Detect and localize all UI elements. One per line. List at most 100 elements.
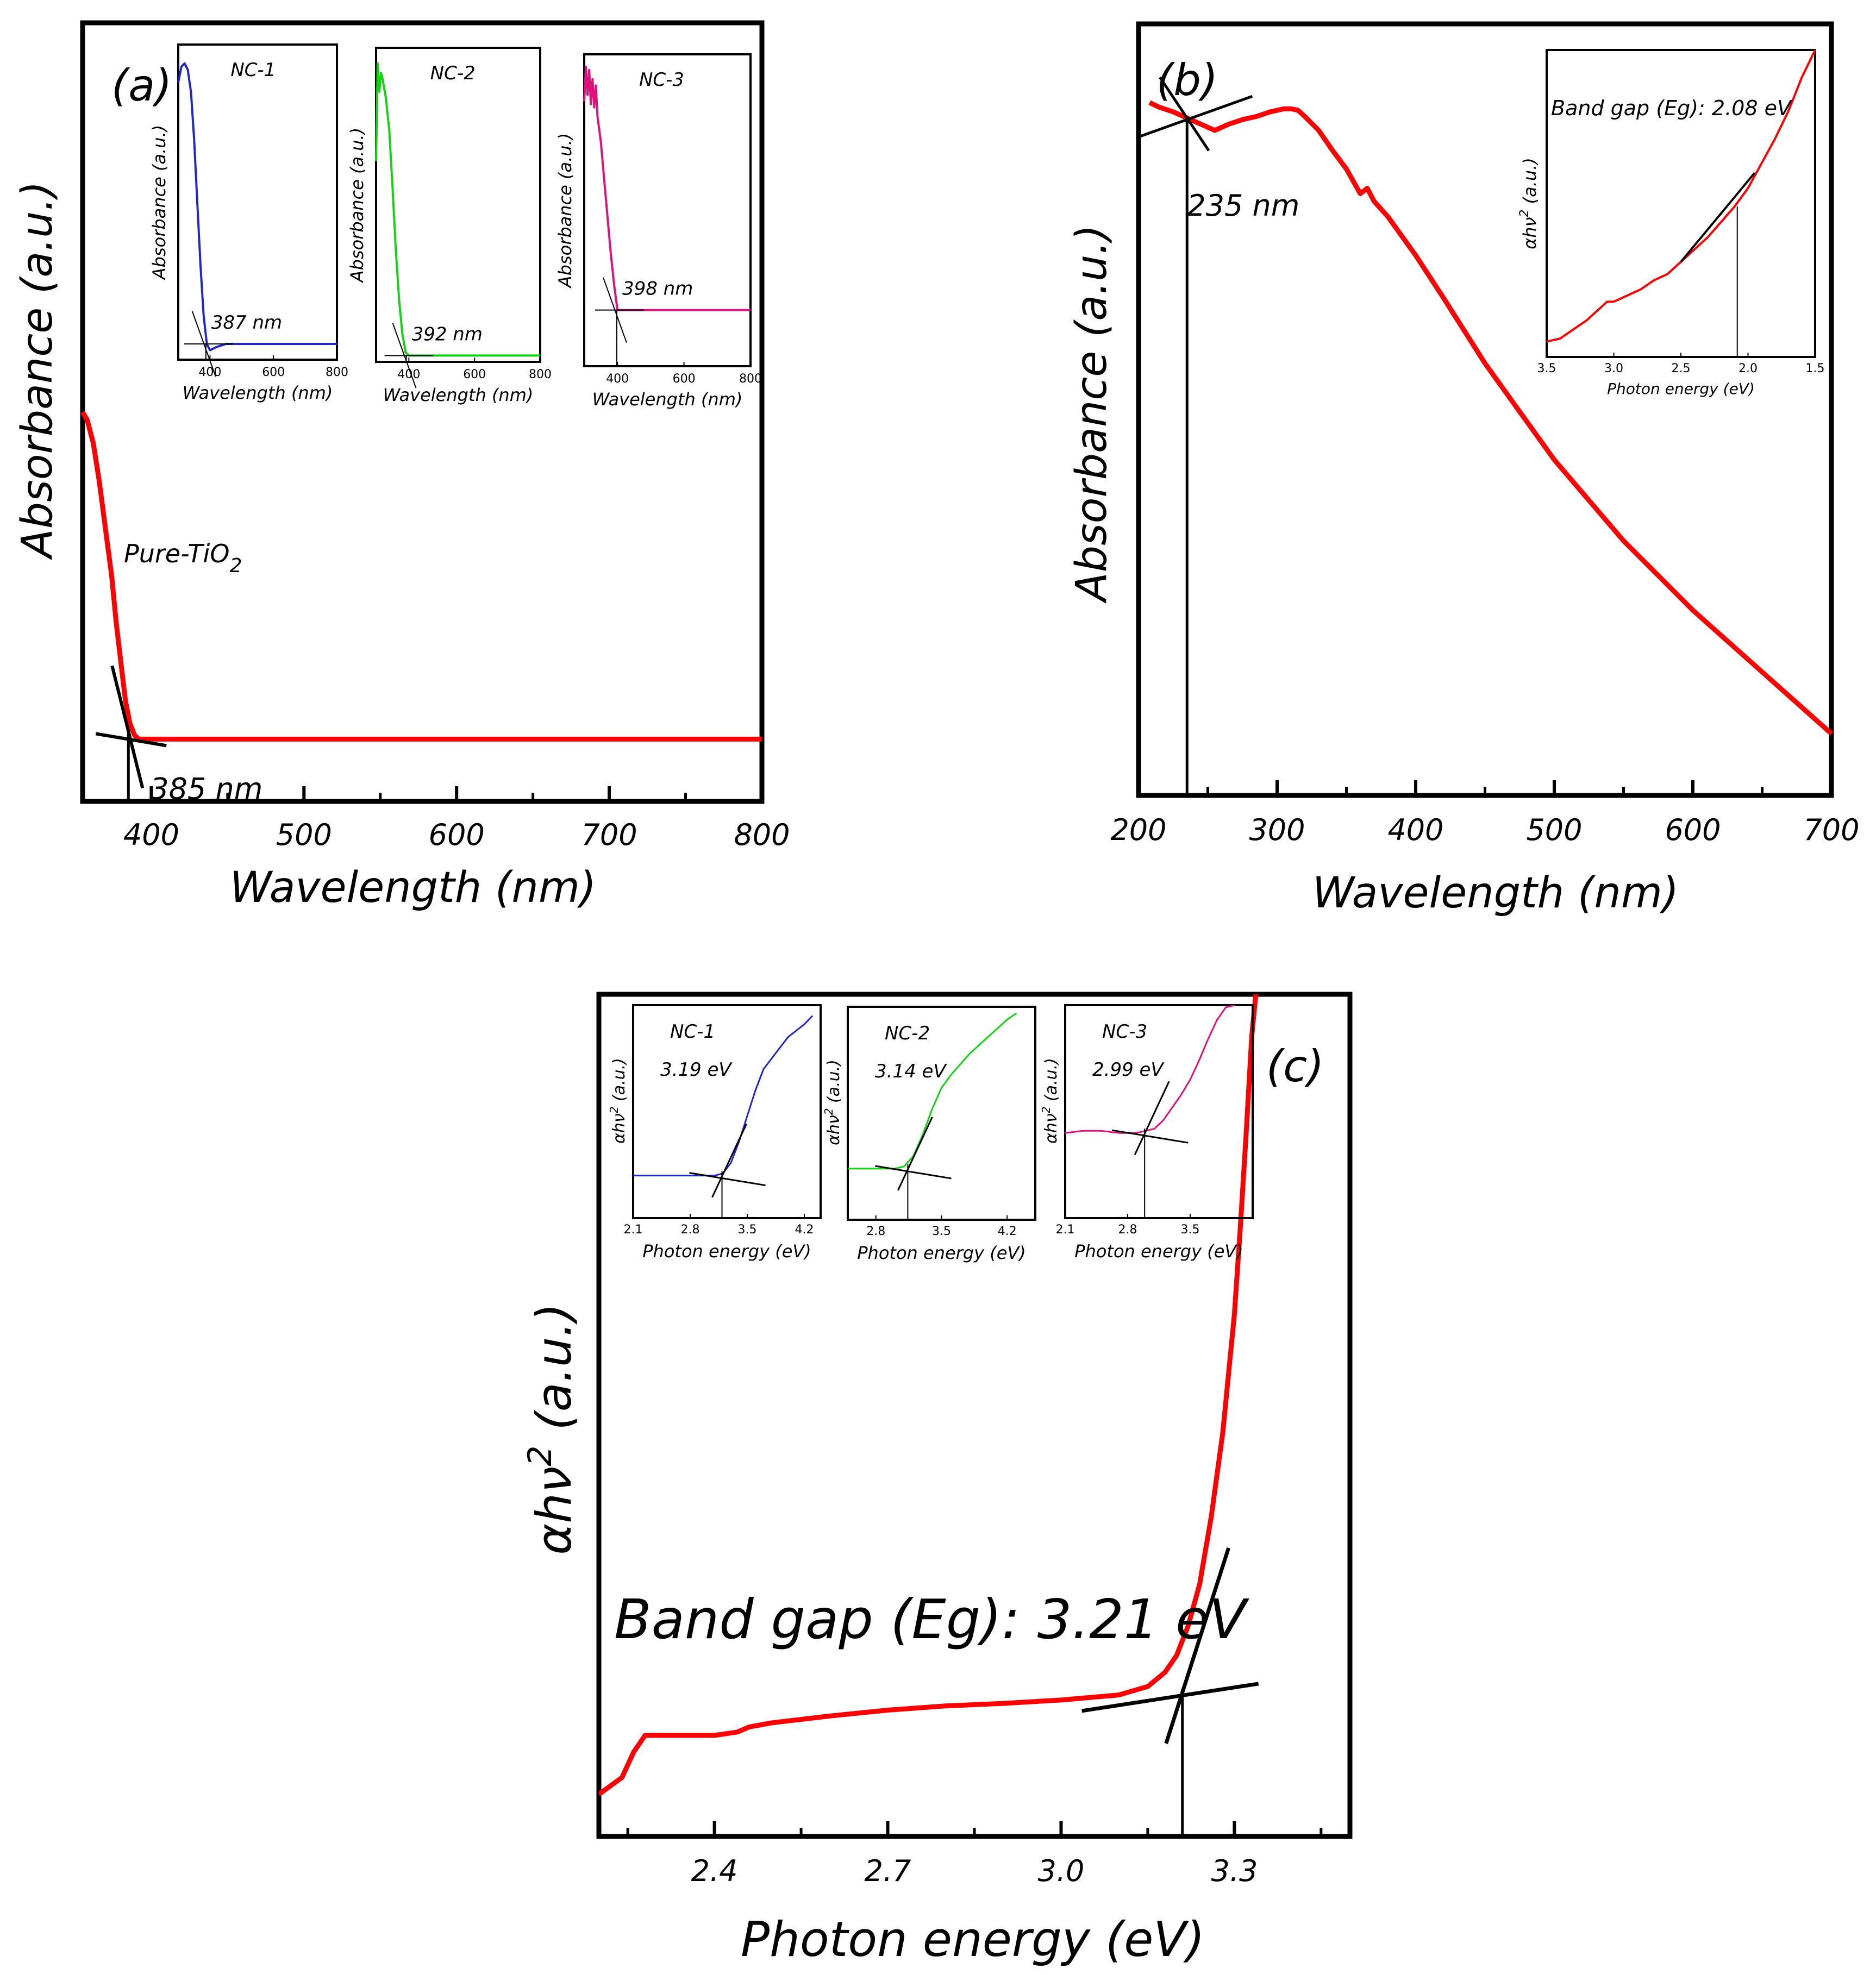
inset-tick-label: 1.5 — [1806, 362, 1825, 375]
inset-baseline-line — [1111, 1129, 1189, 1144]
inset-title: NC-2 — [430, 62, 476, 84]
inset-y-label: αhν2 (a.u.) — [822, 1059, 843, 1145]
inset-tangent-line — [1134, 1081, 1170, 1155]
inset-y-label-part: 2 — [1040, 1107, 1053, 1114]
inset-x-label: Wavelength (nm) — [592, 389, 743, 410]
panel-c-y-label-part: αhν — [526, 1466, 582, 1555]
inset-y-label-part: αhν — [1519, 217, 1540, 249]
inset-tick-label: 800 — [326, 366, 348, 379]
inset-edge-label: 398 nm — [622, 278, 693, 300]
panel-a-tick-label: 400 — [123, 818, 179, 852]
inset-y-label: αhν2 (a.u.) — [1040, 1058, 1061, 1144]
inset-x-label: Photon energy (eV) — [1607, 380, 1755, 398]
inset-edge-label: 392 nm — [412, 323, 483, 345]
sample-label-text: Pure-TiO — [124, 539, 229, 568]
inset-tick-label: 2.1 — [624, 1223, 643, 1237]
inset-tick-label: 3.0 — [1604, 362, 1623, 375]
panel-c-inset-frame-2 — [847, 1006, 1036, 1221]
inset-tangent-line — [897, 1117, 933, 1191]
panel-b-frame — [1136, 21, 1834, 798]
panel-a-inset-series-3 — [583, 66, 751, 311]
panel-b-tick-label: 700 — [1803, 813, 1859, 847]
panel-c-tangent-line — [1164, 1547, 1231, 1744]
panel-b-tick-label: 400 — [1387, 813, 1443, 847]
inset-y-label: Absorbance (a.u.) — [347, 128, 367, 283]
panel-a-inset-frame-2 — [375, 47, 541, 363]
inset-baseline-line — [875, 1165, 952, 1180]
inset-title: NC-1 — [230, 59, 276, 81]
panel-b-tick-label: 300 — [1249, 813, 1305, 847]
inset-y-label-part: αhν — [824, 1115, 843, 1145]
inset-x-label: Photon energy (eV) — [642, 1241, 811, 1262]
panel-b-tick-label: 500 — [1526, 813, 1582, 847]
inset-y-label: αhν2 (a.u.) — [1518, 158, 1540, 249]
panel-a-label: (a) — [111, 60, 172, 111]
inset-edge-label: 387 nm — [211, 312, 282, 334]
panel-a-baseline-line — [95, 732, 167, 748]
panel-c-inset-frame-1 — [632, 1004, 822, 1219]
inset-y-label: Absorbance (a.u.) — [149, 125, 170, 280]
panel-a-inset-frame-3 — [583, 53, 752, 367]
inset-x-label: Photon energy (eV) — [857, 1243, 1026, 1263]
inset-tangent-line — [1680, 172, 1756, 263]
inset-tick-label: 2.5 — [1672, 362, 1691, 375]
panel-b-x-label: Wavelength (nm) — [1312, 869, 1679, 918]
inset-y-label: Absorbance (a.u.) — [555, 133, 576, 289]
panel-c-inset-series-1 — [633, 1015, 814, 1177]
panel-a-inset-series-1 — [177, 62, 337, 352]
inset-annotation: 3.19 eV — [660, 1059, 733, 1081]
panel-c-y-label-part: 2 — [521, 1446, 559, 1466]
inset-tick-label: 400 — [198, 366, 221, 379]
panel-a-series — [80, 411, 762, 742]
panel-a-tick-label: 500 — [276, 818, 332, 852]
panel-b-y-label: Absorbance (a.u.) — [1067, 224, 1116, 604]
inset-tick-label: 2.1 — [1056, 1223, 1075, 1237]
panel-a-tick-label: 700 — [581, 818, 637, 852]
inset-tick-label: 600 — [262, 366, 285, 379]
inset-y-label-part: 2 — [1518, 210, 1531, 217]
panel-b-tangent-line — [1159, 76, 1210, 152]
inset-title: NC-2 — [885, 1023, 930, 1044]
panel-c-tick-label: 3.0 — [1038, 1854, 1085, 1888]
inset-annotation: Band gap (Eg): 2.08 eV — [1551, 96, 1793, 120]
inset-baseline-line — [689, 1172, 766, 1187]
panel-c-frame — [596, 992, 1353, 1839]
inset-y-label-part: αhν — [610, 1113, 629, 1144]
inset-tick-label: 3.5 — [1537, 362, 1556, 375]
panel-c-tick-label: 2.4 — [691, 1854, 738, 1888]
panel-a-sample-label: Pure-TiO2 — [124, 539, 242, 577]
panel-c-y-label-part: (a.u.) — [526, 1303, 582, 1445]
panel-b-baseline-line — [1137, 95, 1253, 139]
inset-y-label-part: 2 — [608, 1107, 621, 1114]
inset-x-label: Wavelength (nm) — [183, 383, 333, 403]
inset-tick-label: 4.2 — [998, 1225, 1017, 1238]
panel-b-tick-label: 200 — [1110, 813, 1166, 847]
inset-tick-label: 600 — [463, 368, 486, 381]
inset-tick-label: 600 — [673, 372, 696, 386]
inset-tick-label: 400 — [397, 368, 420, 381]
inset-y-label-part: (a.u.) — [610, 1058, 629, 1106]
panel-c-x-label: Photon energy (eV) — [741, 1911, 1205, 1967]
panel-b-label: (b) — [1156, 55, 1218, 105]
panel-c-series — [599, 994, 1259, 1797]
inset-tick-label: 2.8 — [866, 1225, 885, 1238]
inset-title: NC-1 — [670, 1021, 715, 1043]
panel-a-tick-label: 600 — [429, 818, 485, 852]
inset-title: NC-3 — [639, 69, 684, 91]
panel-a-y-label: Absorbance (a.u.) — [13, 181, 62, 560]
inset-title: NC-3 — [1102, 1021, 1147, 1043]
inset-y-label-part: (a.u.) — [1519, 158, 1540, 209]
panel-c-inset-series-2 — [848, 1012, 1017, 1170]
panel-a-tangent-line — [110, 665, 145, 789]
inset-tick-label: 2.8 — [681, 1223, 700, 1237]
panel-a-tick-label: 800 — [734, 818, 790, 852]
inset-tick-label: 400 — [606, 372, 629, 386]
sample-label-subscript: 2 — [229, 555, 242, 577]
inset-tick-label: 2.8 — [1118, 1223, 1137, 1237]
panel-c-annotation: Band gap (Eg): 3.21 eV — [614, 1588, 1250, 1651]
inset-tick-label: 2.0 — [1739, 362, 1758, 375]
panel-c-inset-frame-3 — [1064, 1004, 1254, 1219]
inset-y-label-part: αhν — [1042, 1113, 1061, 1144]
panel-c-tick-label: 3.3 — [1211, 1854, 1258, 1888]
